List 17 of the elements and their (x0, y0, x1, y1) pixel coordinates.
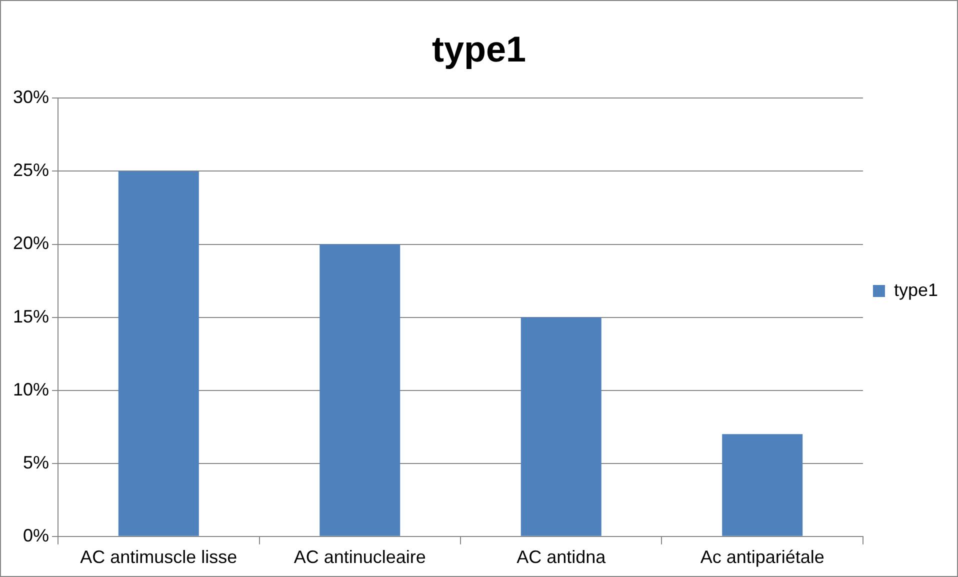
chart-title: type1 (432, 28, 526, 70)
x-tick-label: AC antidna (516, 547, 607, 568)
y-tick-label: 0% (23, 525, 50, 546)
y-tick-label: 20% (12, 233, 50, 254)
y-tick-label: 30% (12, 87, 50, 108)
bar (520, 317, 602, 536)
x-tick-label: Ac antipariétale (700, 547, 824, 568)
x-tick-label: AC antimuscle lisse (80, 547, 238, 568)
x-tick-label: AC antinucleaire (294, 547, 426, 568)
y-tick-label: 5% (23, 452, 50, 472)
bar (722, 434, 803, 536)
bar (118, 171, 199, 536)
y-tick-label: 25% (12, 160, 50, 180)
y-tick-label: 15% (12, 306, 50, 326)
bar (320, 244, 400, 536)
y-tick-label: 10% (12, 379, 50, 400)
legend-label: type1 (894, 280, 938, 300)
